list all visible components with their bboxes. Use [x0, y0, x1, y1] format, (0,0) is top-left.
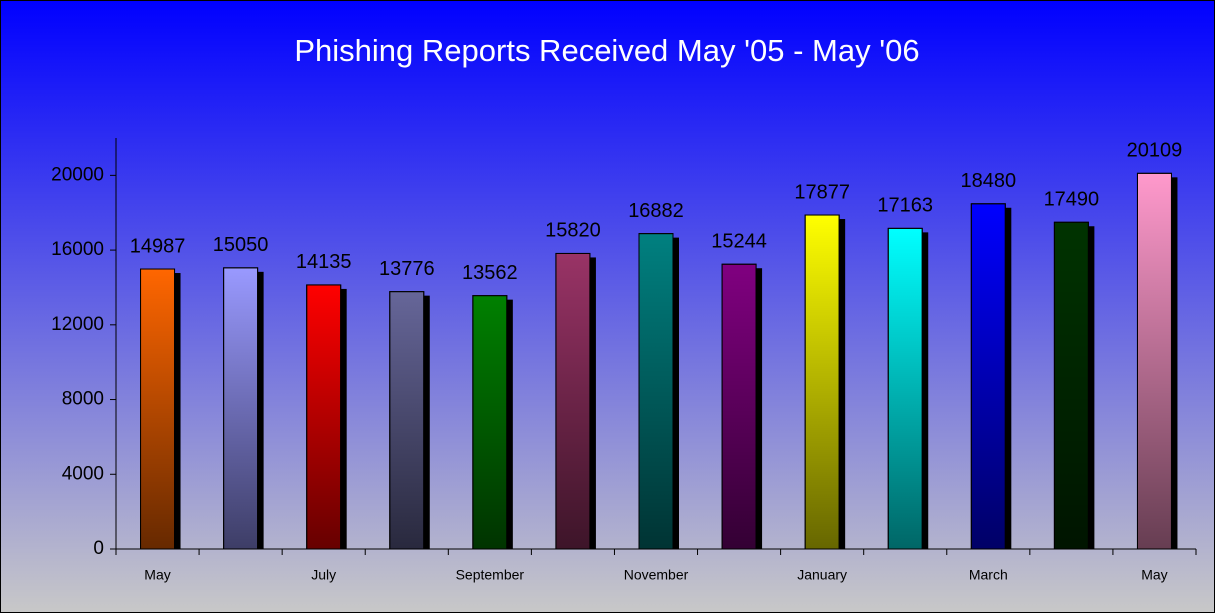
data-label: 20109 [1127, 140, 1183, 162]
data-label: 13562 [462, 262, 518, 284]
data-label: 13776 [379, 258, 435, 280]
y-tick-label: 0 [93, 538, 104, 559]
y-tick-label: 8000 [62, 389, 104, 410]
bar [638, 233, 674, 550]
bar [887, 227, 923, 550]
x-tick-label: July [311, 567, 336, 583]
x-tick-label: May [144, 567, 170, 583]
data-label: 14987 [130, 235, 186, 257]
y-tick-label: 4000 [62, 463, 104, 484]
data-label: 17877 [794, 181, 850, 203]
chart-title: Phishing Reports Received May '05 - May … [294, 33, 919, 68]
bar [389, 291, 425, 550]
bar [472, 295, 508, 550]
bar [223, 267, 259, 550]
data-label: 18480 [960, 170, 1016, 192]
data-label: 17490 [1044, 189, 1100, 211]
y-tick-label: 12000 [51, 314, 104, 335]
data-label: 17163 [877, 195, 933, 217]
bar [721, 263, 757, 550]
data-label: 15820 [545, 220, 601, 242]
data-label: 15050 [213, 234, 269, 256]
bar [555, 252, 591, 550]
data-label: 14135 [296, 251, 352, 273]
data-label: 16882 [628, 200, 684, 222]
x-tick-label: November [624, 567, 689, 583]
x-tick-label: September [456, 567, 525, 583]
x-tick-label: March [969, 567, 1008, 583]
bar [1053, 221, 1089, 550]
bar [140, 268, 176, 550]
bar [1136, 172, 1172, 550]
x-tick-label: January [797, 567, 847, 583]
bar [306, 284, 342, 550]
bar [804, 214, 840, 550]
y-tick-label: 16000 [51, 239, 104, 260]
data-label: 15244 [711, 230, 767, 252]
x-tick-label: May [1141, 567, 1167, 583]
bar [970, 203, 1006, 550]
y-tick-label: 20000 [51, 164, 104, 185]
